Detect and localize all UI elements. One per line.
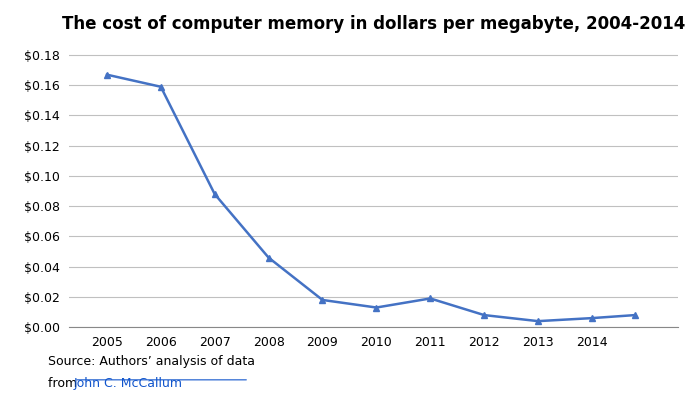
Text: John C. McCallum: John C. McCallum (74, 377, 183, 390)
Text: from: from (48, 377, 82, 390)
Title: The cost of computer memory in dollars per megabyte, 2004-2014: The cost of computer memory in dollars p… (62, 15, 685, 33)
Text: Source: Authors’ analysis of data: Source: Authors’ analysis of data (48, 355, 255, 368)
